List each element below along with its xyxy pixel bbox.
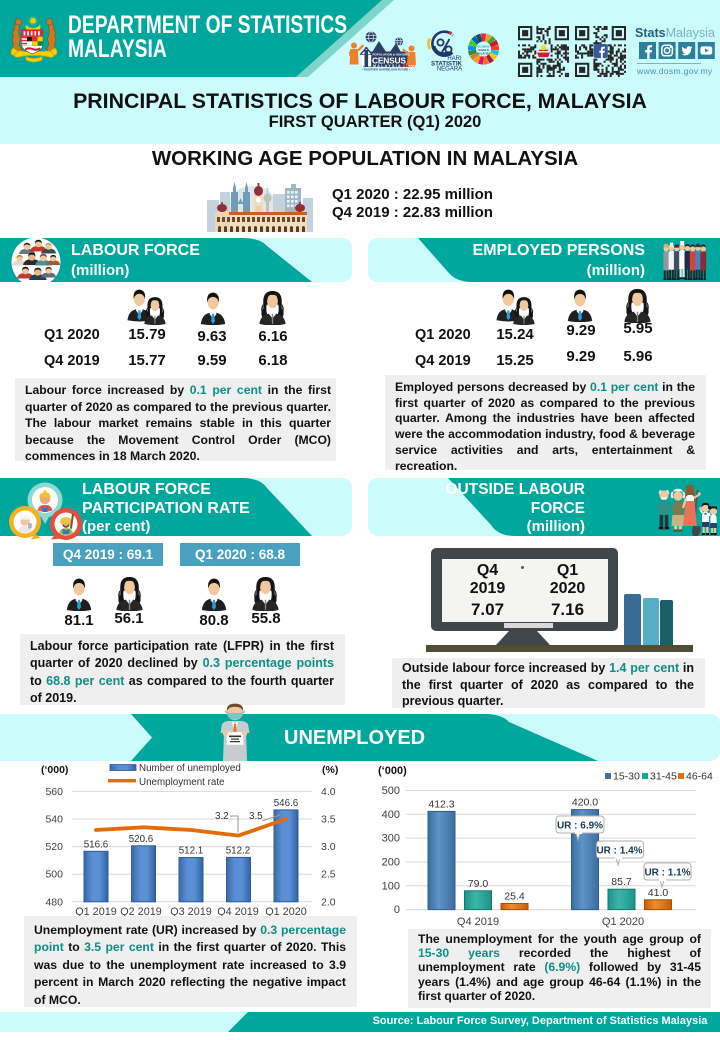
svg-text:2020: 2020 xyxy=(403,63,416,69)
svg-text:85.7: 85.7 xyxy=(611,876,632,888)
svg-text:480: 480 xyxy=(45,896,63,908)
svg-text:Q1 2020: Q1 2020 xyxy=(265,906,306,918)
svg-text:STATISTIK: STATISTIK xyxy=(431,61,463,68)
svg-text:400: 400 xyxy=(382,809,400,821)
svg-text:HARI: HARI xyxy=(447,56,462,62)
svg-text:Q4 2019: Q4 2019 xyxy=(457,916,499,928)
svg-text:420.0: 420.0 xyxy=(572,797,598,809)
svg-text:412.3: 412.3 xyxy=(428,798,454,810)
svg-text:31-45: 31-45 xyxy=(650,771,677,783)
svg-text:3.2: 3.2 xyxy=(215,811,229,822)
svg-text:540: 540 xyxy=(45,814,63,826)
svg-text:Number of unemployed: Number of unemployed xyxy=(139,763,241,774)
svg-text:Q1 2019: Q1 2019 xyxy=(75,906,116,918)
svg-text:MALAYSIA: MALAYSIA xyxy=(477,52,490,56)
svg-text:560: 560 xyxy=(45,786,63,798)
svg-text:(‘000): (‘000) xyxy=(41,764,68,776)
svg-text:46-64: 46-64 xyxy=(686,771,713,783)
svg-text:41.0: 41.0 xyxy=(648,887,669,899)
svg-text:UR : 1.1%: UR : 1.1% xyxy=(644,868,690,879)
svg-text:100: 100 xyxy=(382,880,400,892)
svg-text:3.0: 3.0 xyxy=(321,841,336,853)
svg-text:(%): (%) xyxy=(322,764,338,776)
svg-text:Q2 2019: Q2 2019 xyxy=(120,906,161,918)
svg-text:25.4: 25.4 xyxy=(504,891,525,903)
svg-text:520.6: 520.6 xyxy=(129,834,154,845)
svg-text:0: 0 xyxy=(394,904,400,916)
svg-text:79.0: 79.0 xyxy=(468,878,489,890)
svg-text:UR : 1.4%: UR : 1.4% xyxy=(596,846,642,857)
svg-text:3.5: 3.5 xyxy=(321,814,336,826)
svg-text:CENSUS: CENSUS xyxy=(372,55,406,65)
svg-text:MALAYSIA: MALAYSIA xyxy=(373,64,402,68)
svg-text:3.5: 3.5 xyxy=(249,811,263,822)
svg-text:200: 200 xyxy=(382,857,400,869)
svg-text:512.1: 512.1 xyxy=(179,846,204,857)
svg-text:4.0: 4.0 xyxy=(321,786,336,798)
svg-text:500: 500 xyxy=(45,869,63,881)
svg-text:UR : 6.9%: UR : 6.9% xyxy=(557,821,603,832)
svg-text:2.0: 2.0 xyxy=(321,896,336,908)
svg-text:520: 520 xyxy=(45,841,63,853)
svg-text:GLOBAL: GLOBAL xyxy=(477,45,490,49)
svg-text:500: 500 xyxy=(382,785,400,797)
svg-text:▪ TOGETHER SHAPING OUR FUTURE: ▪ TOGETHER SHAPING OUR FUTURE ▪ xyxy=(362,68,410,72)
svg-text:(‘000): (‘000) xyxy=(378,765,407,777)
svg-text:Q1 2020: Q1 2020 xyxy=(602,916,644,928)
svg-text:512.2: 512.2 xyxy=(226,845,251,856)
svg-text:GOALS: GOALS xyxy=(478,48,489,52)
svg-text:516.6: 516.6 xyxy=(84,839,109,850)
svg-text:NEGARA: NEGARA xyxy=(437,67,462,72)
svg-text:300: 300 xyxy=(382,833,400,845)
svg-text:POPULATION & HOUSING: POPULATION & HOUSING xyxy=(373,53,411,57)
svg-text:15-30: 15-30 xyxy=(613,771,640,783)
svg-text:Unemployment rate: Unemployment rate xyxy=(139,777,225,788)
svg-text:Q4 2019: Q4 2019 xyxy=(217,906,258,918)
svg-text:Q3 2019: Q3 2019 xyxy=(170,906,211,918)
svg-text:2.5: 2.5 xyxy=(321,869,336,881)
svg-text:546.6: 546.6 xyxy=(274,798,299,809)
